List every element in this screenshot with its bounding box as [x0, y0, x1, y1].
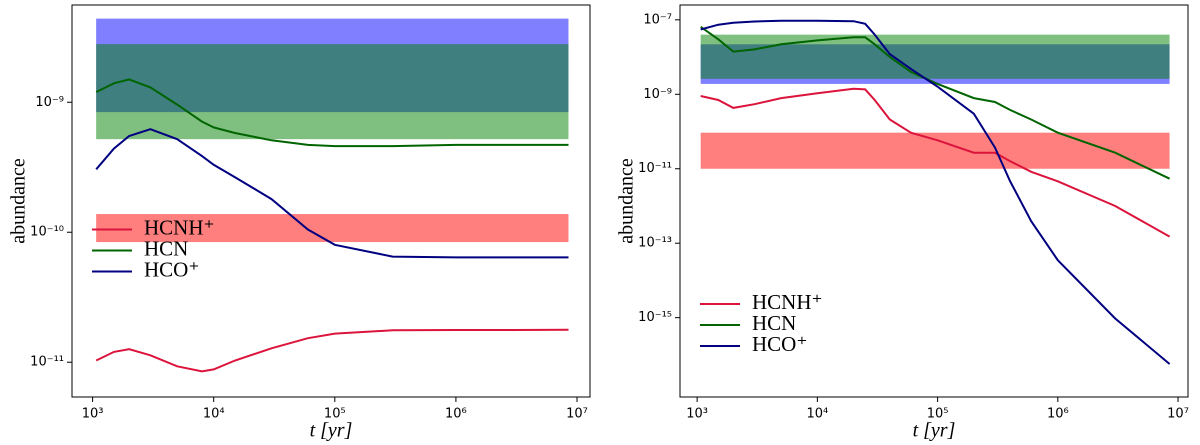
x-tick-label: 10⁵ [324, 407, 346, 422]
band [700, 34, 1170, 79]
x-axis-label: t [yr] [913, 420, 956, 442]
y-tick-label: 10⁻¹⁰ [30, 225, 64, 240]
x-tick-label: 10⁴ [806, 407, 828, 422]
x-tick-label: 10⁴ [203, 407, 225, 422]
band [700, 132, 1170, 169]
plot-area [95, 18, 569, 373]
band [96, 214, 569, 243]
legend-label: HCNH⁺ [752, 290, 823, 314]
x-tick-label: 10⁵ [927, 407, 949, 422]
line [95, 328, 569, 373]
legend-label: HCO⁺ [752, 332, 807, 356]
axes-frame [71, 4, 591, 398]
y-tick-label: 10⁻¹⁵ [638, 310, 672, 325]
legend-label: HCNH⁺ [144, 215, 215, 239]
y-tick-label: 10⁻⁷ [643, 12, 672, 27]
axes-frame [679, 4, 1189, 398]
x-axis-label: t [yr] [310, 420, 353, 442]
y-tick-label: 10⁻¹¹ [638, 161, 672, 176]
y-tick-label: 10⁻¹¹ [30, 355, 64, 370]
y-tick-label: 10⁻¹³ [638, 236, 672, 251]
legend-label: HCO⁺ [144, 257, 199, 281]
x-tick-label: 10⁷ [566, 407, 588, 422]
x-tick-label: 10³ [82, 407, 104, 422]
y-tick-label: 10⁻⁹ [643, 87, 672, 102]
y-tick-label: 10⁻⁹ [35, 95, 64, 110]
panel: 10³ 10⁴ 10⁵ 10⁶ 10⁷ 10⁻¹¹ 10⁻¹⁰ 10⁻⁹ t [yr] abund… [8, 4, 591, 442]
legend-label: HCN [144, 236, 188, 260]
x-tick-label: 10⁶ [445, 407, 467, 422]
x-tick-label: 10³ [686, 407, 708, 422]
line [95, 78, 569, 148]
band [96, 44, 569, 140]
legend-label: HCN [752, 311, 796, 335]
line [700, 19, 1171, 365]
line [700, 25, 1171, 180]
plot-area [700, 19, 1171, 365]
y-axis-label: abundance [8, 158, 30, 244]
x-tick-label: 10⁶ [1047, 407, 1069, 422]
line [95, 128, 569, 259]
panel: 10³ 10⁴ 10⁵ 10⁶ 10⁷ 10⁻¹⁵ 10⁻¹³ 10⁻¹¹ 10⁻⁹ 10⁻⁷ t … [616, 4, 1189, 442]
y-axis-label: abundance [616, 158, 638, 244]
x-tick-label: 10⁷ [1167, 407, 1189, 422]
line [700, 87, 1171, 238]
